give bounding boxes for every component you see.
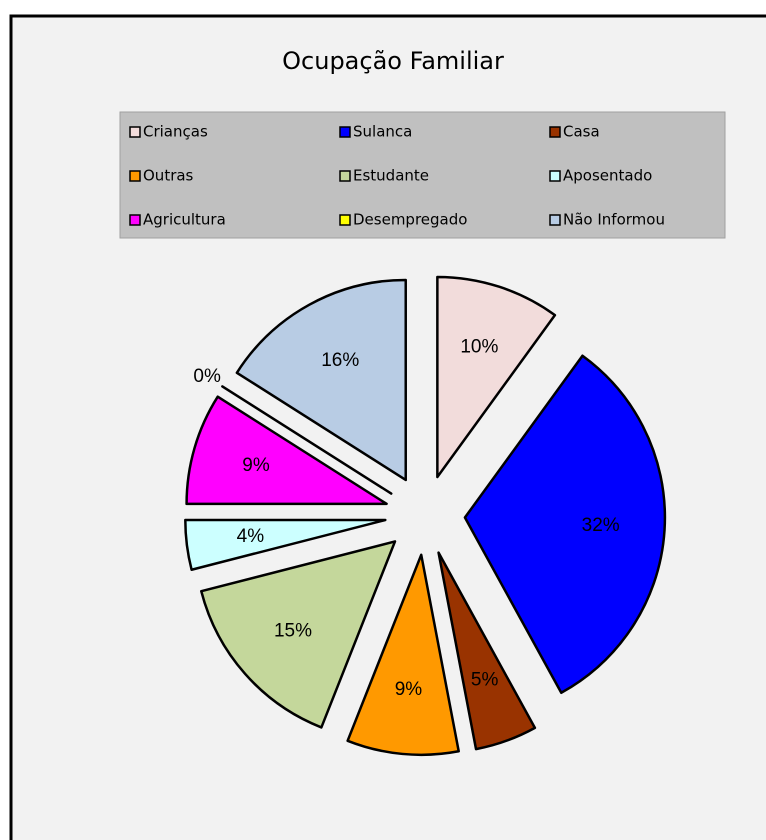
legend-label: Casa xyxy=(563,123,600,141)
legend-label: Desempregado xyxy=(353,211,467,229)
data-label: 10% xyxy=(460,337,498,358)
legend-label: Sulanca xyxy=(353,123,412,141)
pie-slice xyxy=(463,354,667,695)
chart-title: Ocupação Familiar xyxy=(282,47,504,75)
data-label: 4% xyxy=(237,526,265,547)
data-label: 0% xyxy=(193,366,221,387)
legend-label: Agricultura xyxy=(143,211,226,229)
pie-slice xyxy=(436,275,557,479)
legend-label: Crianças xyxy=(143,123,208,141)
legend-label: Estudante xyxy=(353,167,429,185)
legend-swatch xyxy=(339,170,351,182)
legend-swatch xyxy=(339,126,351,138)
data-label: 16% xyxy=(321,350,359,371)
legend-swatch xyxy=(129,214,141,226)
legend-label: Aposentado xyxy=(563,167,652,185)
data-label: 5% xyxy=(471,670,499,691)
pie-slice xyxy=(185,395,388,506)
pie-slice xyxy=(235,278,407,482)
data-label: 9% xyxy=(395,679,423,700)
data-label: 15% xyxy=(274,620,312,641)
legend-swatch xyxy=(549,170,561,182)
pie-slice xyxy=(437,551,537,751)
legend-label: Outras xyxy=(143,167,194,185)
pie-slice xyxy=(346,553,460,757)
legend-swatch xyxy=(129,126,141,138)
pie-slice xyxy=(184,518,387,572)
legend-swatch xyxy=(549,126,561,138)
pie-slice xyxy=(221,385,393,495)
legend-swatch xyxy=(129,170,141,182)
legend-box xyxy=(119,111,726,239)
legend-label: Não Informou xyxy=(563,211,665,229)
legend-swatch xyxy=(339,214,351,226)
data-label: 32% xyxy=(582,515,620,536)
pie-slice xyxy=(200,540,397,729)
legend-swatch xyxy=(549,214,561,226)
data-label: 9% xyxy=(242,455,270,476)
